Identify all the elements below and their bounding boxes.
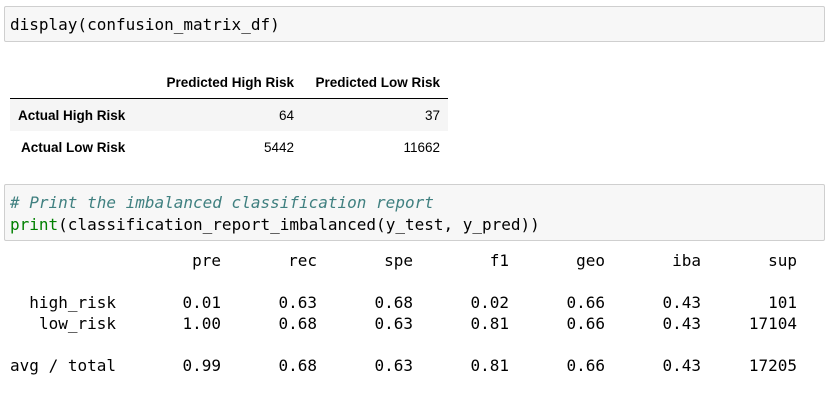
column-header: Predicted Low Risk — [302, 66, 448, 99]
code-line: print(classification_report_imbalanced(y… — [10, 214, 540, 235]
report-cell: 0.66 — [566, 293, 605, 312]
code-comment: # Print the imbalanced classification re… — [10, 193, 434, 212]
code-cell-report[interactable]: # Print the imbalanced classification re… — [4, 184, 825, 241]
index-header — [10, 66, 146, 99]
report-header: rec — [288, 251, 317, 270]
print-keyword: print — [10, 215, 59, 234]
report-cell: 0.02 — [470, 293, 509, 312]
report-cell: 0.68 — [278, 356, 317, 375]
report-cell: 101 — [768, 293, 797, 312]
code-line: display(confusion_matrix_df) — [10, 15, 280, 34]
report-cell: 0.68 — [278, 314, 317, 333]
table-cell: 64 — [278, 107, 294, 123]
code-cell-display[interactable]: display(confusion_matrix_df) — [4, 6, 825, 42]
report-cell: 0.63 — [374, 314, 413, 333]
report-row-label: low_risk — [38, 314, 116, 333]
report-row: avg / total 0.99 0.68 0.63 0.81 0.66 0.4… — [10, 355, 810, 376]
row-header: Actual Low Risk — [21, 139, 126, 155]
report-cell: 0.01 — [182, 293, 221, 312]
report-cell: 0.66 — [566, 314, 605, 333]
report-row-label: avg / total — [10, 356, 116, 375]
report-cell: 0.99 — [182, 356, 221, 375]
report-header-row: pre rec spe f1 geo iba sup — [10, 250, 810, 271]
report-cell: 0.63 — [374, 356, 413, 375]
report-cell: 0.43 — [662, 314, 701, 333]
row-header: Actual High Risk — [18, 107, 126, 123]
report-cell: 0.43 — [662, 356, 701, 375]
report-header: pre — [192, 251, 221, 270]
report-cell: 0.81 — [470, 314, 509, 333]
report-row: low_risk 1.00 0.68 0.63 0.81 0.66 0.43 1… — [10, 313, 810, 334]
table-cell: 5442 — [263, 139, 294, 155]
classification-report-output: pre rec spe f1 geo iba sup high_risk 0.0… — [10, 250, 810, 390]
table-header-row: Predicted High Risk Predicted Low Risk — [10, 66, 448, 99]
table-row: Actual High Risk 64 37 — [10, 98, 448, 131]
confusion-matrix-table: Predicted High Risk Predicted Low Risk A… — [10, 66, 448, 163]
report-cell: 17104 — [748, 314, 797, 333]
report-cell: 17205 — [748, 356, 797, 375]
report-header: sup — [768, 251, 797, 270]
report-row-label: high_risk — [29, 293, 116, 312]
report-cell: 0.43 — [662, 293, 701, 312]
column-header: Predicted High Risk — [146, 66, 302, 99]
table-cell: 11662 — [403, 139, 440, 155]
report-header: iba — [672, 251, 701, 270]
report-cell: 0.68 — [374, 293, 413, 312]
report-cell: 0.81 — [470, 356, 509, 375]
report-cell: 1.00 — [182, 314, 221, 333]
report-cell: 0.63 — [278, 293, 317, 312]
table-cell: 37 — [424, 107, 440, 123]
report-row: high_risk 0.01 0.63 0.68 0.02 0.66 0.43 … — [10, 292, 810, 313]
report-header: f1 — [489, 251, 509, 270]
report-header: geo — [576, 251, 605, 270]
report-header: spe — [384, 251, 413, 270]
code-call: (classification_report_imbalanced(y_test… — [58, 215, 540, 234]
report-cell: 0.66 — [566, 356, 605, 375]
table-row: Actual Low Risk 5442 11662 — [10, 131, 448, 163]
